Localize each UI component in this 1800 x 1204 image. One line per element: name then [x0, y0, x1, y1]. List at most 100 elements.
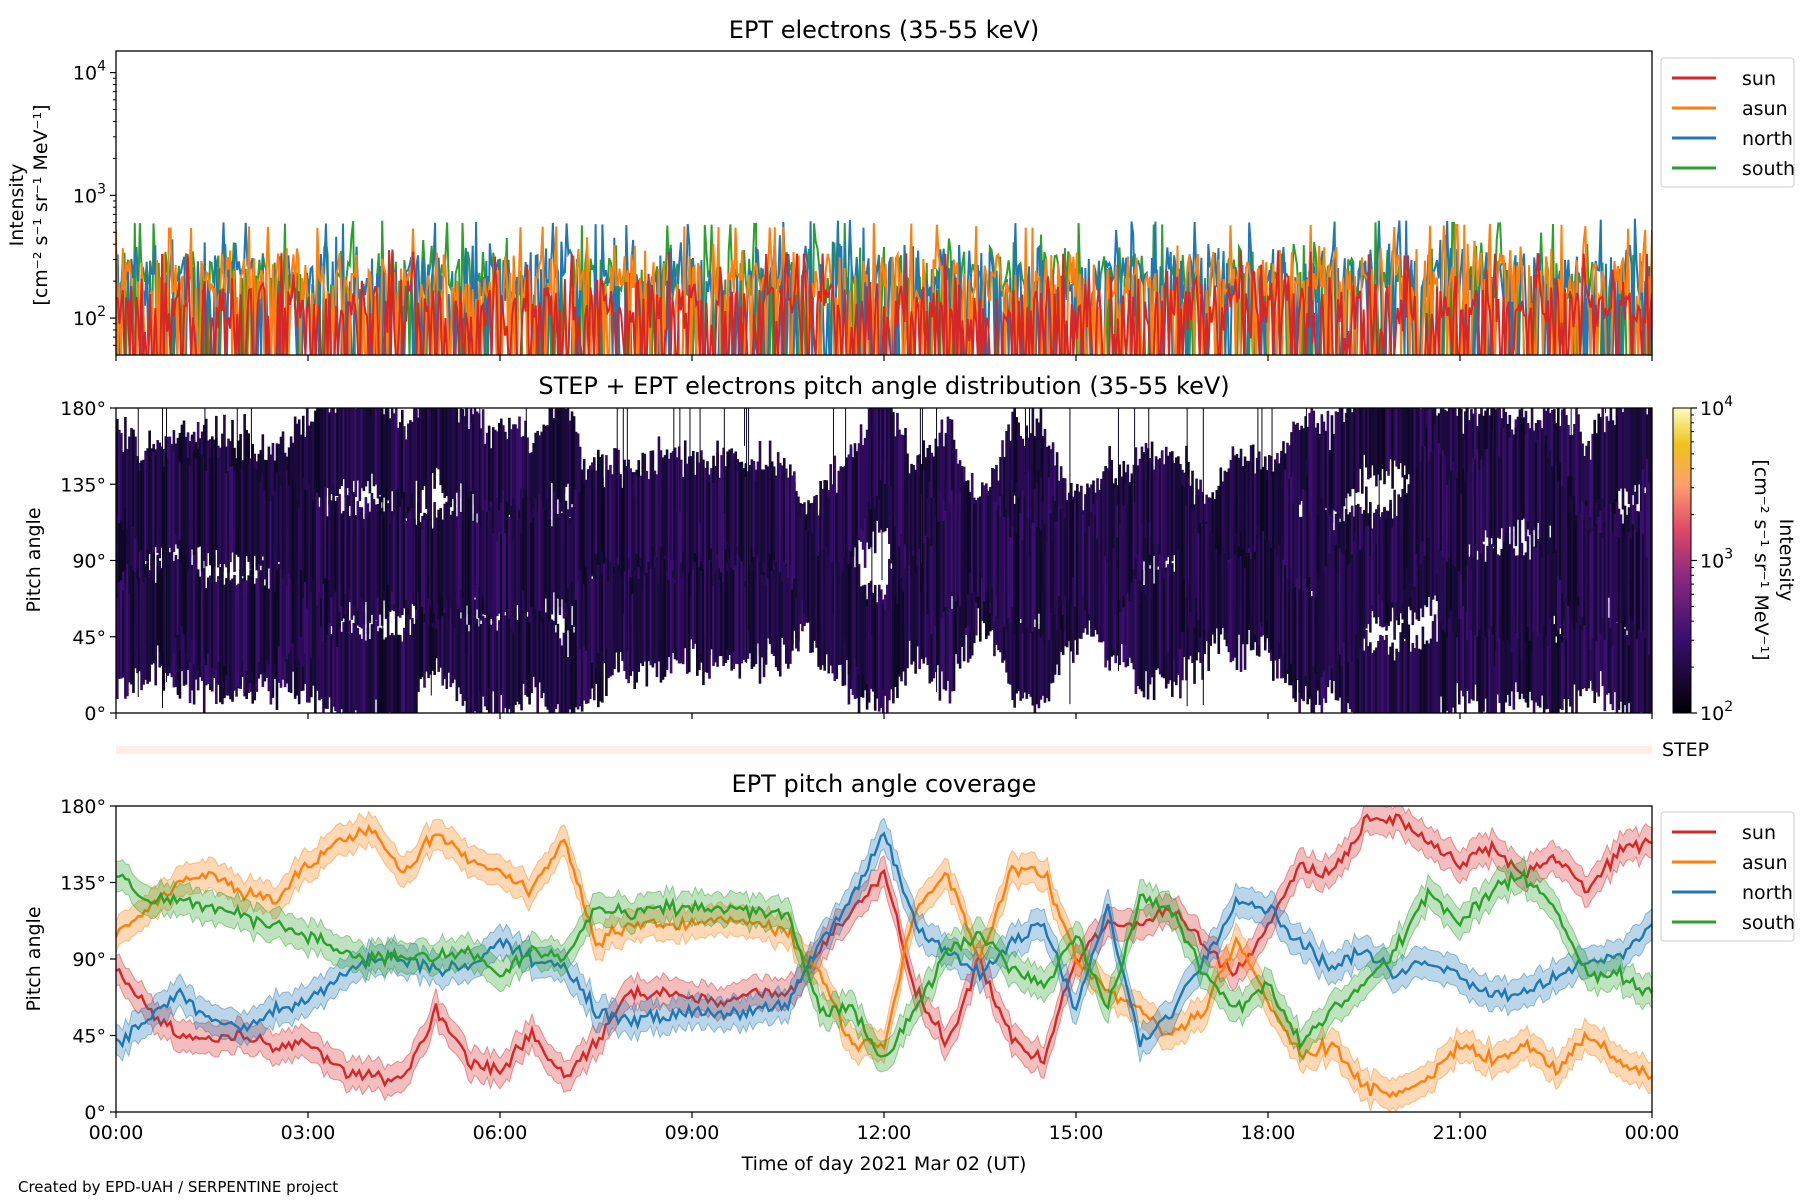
- heatmap-cell: [558, 638, 562, 713]
- heatmap-cell: [1579, 431, 1582, 552]
- heatmap-cell: [293, 416, 297, 521]
- heatmap-cell: [1540, 436, 1544, 558]
- heatmap-cell: [712, 585, 715, 666]
- heatmap-cell: [447, 578, 451, 673]
- heatmap-cell: [1460, 599, 1463, 691]
- heatmap-cell: [778, 562, 782, 677]
- heatmap-cell: [483, 500, 487, 615]
- heatmap-cell: [1585, 582, 1588, 691]
- heatmap-cell: [782, 563, 786, 645]
- heatmap-cell: [1071, 499, 1075, 577]
- heatmap-cell: [1419, 408, 1423, 492]
- heatmap-cell: [900, 434, 903, 535]
- coverage-band-asun: [116, 810, 1652, 1112]
- heatmap-cell: [1193, 510, 1196, 609]
- heatmap-cell: [1429, 515, 1433, 616]
- heatmap-cell: [1373, 408, 1376, 476]
- heatmap-cell: [1526, 536, 1530, 627]
- heatmap-cell: [489, 506, 493, 619]
- heatmap-cell: [1443, 456, 1447, 552]
- heatmap-cell: [1573, 603, 1576, 685]
- heatmap-cell: [303, 489, 307, 582]
- heatmap-cell: [146, 448, 149, 550]
- heatmap-cell: [487, 521, 491, 616]
- heatmap-cell: [774, 475, 778, 563]
- pitch-angle-coverage-panel: EPT pitch angle coverage 0°45°90°135°180…: [23, 770, 1795, 1175]
- heatmap-cell: [1114, 538, 1118, 615]
- heatmap-cell: [326, 599, 329, 709]
- heatmap-cell: [1552, 477, 1556, 553]
- heatmap-cell: [1336, 573, 1340, 659]
- heatmap-cell: [140, 460, 143, 551]
- heatmap-cell: [1470, 409, 1473, 513]
- heatmap-cell: [1284, 469, 1287, 582]
- heatmap-cell: [1294, 471, 1297, 588]
- heatmap-cell: [356, 408, 360, 481]
- heatmap-cell: [352, 491, 356, 606]
- heatmap-cell: [1498, 625, 1502, 703]
- heatmap-cell: [1265, 470, 1269, 575]
- heatmap-cell: [625, 565, 628, 680]
- heatmap-cell: [1536, 539, 1540, 637]
- heatmap-cell: [405, 520, 408, 600]
- heatmap-cell: [1150, 597, 1154, 673]
- heatmap-cell: [297, 553, 301, 660]
- heatmap-cell: [1490, 544, 1493, 627]
- heatmap-cell: [663, 559, 667, 677]
- heatmap-cell: [1544, 609, 1548, 710]
- heatmap-cell: [1231, 547, 1235, 661]
- heatmap-cell: [1643, 619, 1647, 713]
- heatmap-cell: [180, 540, 184, 626]
- heatmap-cell: [546, 425, 550, 514]
- heatmap-cell: [1168, 451, 1172, 570]
- heatmap-cell: [518, 592, 521, 705]
- heatmap-cell: [1613, 514, 1617, 616]
- heatmap-cell: [592, 457, 596, 579]
- heatmap-cell: [615, 448, 618, 560]
- heatmap-cell: [1421, 505, 1425, 618]
- heatmap-cell: [540, 591, 544, 699]
- heatmap-cell: [1336, 509, 1340, 617]
- heatmap-cell: [425, 582, 428, 672]
- heatmap-cell: [772, 466, 776, 561]
- heatmap-cell: [241, 578, 244, 662]
- heatmap-cell: [1069, 483, 1073, 604]
- heatmap-cell: [1413, 408, 1417, 486]
- heatmap-cell: [1007, 563, 1010, 684]
- heatmap-cell: [485, 512, 489, 622]
- heatmap-cell: [160, 446, 164, 548]
- heatmap-cell: [1567, 476, 1570, 593]
- heatmap-cell: [518, 518, 521, 614]
- heatmap-cell: [710, 561, 713, 650]
- heatmap-cell: [564, 500, 568, 603]
- heatmap-cell: [1302, 489, 1305, 610]
- heatmap-cell: [560, 645, 564, 713]
- heatmap-cell: [1272, 471, 1275, 556]
- heatmap-cell: [1498, 555, 1502, 639]
- heatmap-cell: [1595, 524, 1599, 641]
- heatmap-cell: [894, 537, 897, 655]
- step-strip-bar: [116, 746, 1652, 754]
- heatmap-cell: [607, 567, 610, 673]
- colorbar-gradient: [1672, 407, 1692, 714]
- heatmap-cell: [405, 439, 408, 519]
- heatmap-cell: [1575, 515, 1578, 601]
- heatmap-cell: [894, 596, 897, 687]
- heatmap-cell: [1433, 424, 1437, 545]
- heatmap-cell: [946, 594, 950, 681]
- heatmap-cell: [681, 577, 685, 665]
- heatmap-cell: [942, 521, 946, 612]
- heatmap-cell: [1039, 623, 1043, 700]
- heatmap-cell: [495, 431, 499, 519]
- heatmap-cell: [1134, 447, 1138, 559]
- heatmap-cell: [1379, 516, 1382, 627]
- heatmap-cell: [253, 585, 257, 685]
- heatmap-cell: [1524, 552, 1528, 643]
- heatmap-cell: [336, 497, 339, 617]
- heatmap-cell: [330, 500, 333, 598]
- heatmap-cell: [833, 559, 837, 681]
- heatmap-cell: [999, 516, 1002, 615]
- heatmap-cell: [588, 615, 592, 699]
